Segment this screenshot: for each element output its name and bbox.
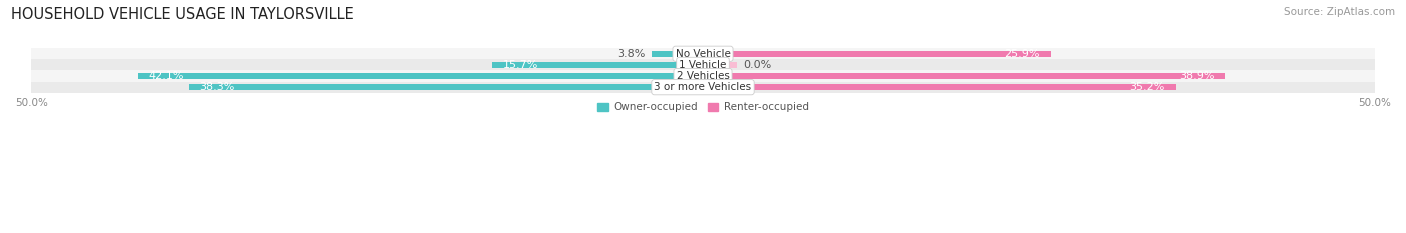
Bar [188,84,703,90]
Text: 3 or more Vehicles: 3 or more Vehicles [654,82,752,92]
Bar [703,73,1226,79]
Bar [652,51,703,57]
Text: 42.1%: 42.1% [148,71,184,81]
Text: 35.2%: 35.2% [1129,82,1166,92]
Text: No Vehicle: No Vehicle [675,49,731,59]
Bar [31,82,1375,93]
Bar [492,62,703,68]
Bar [703,62,737,68]
Bar [138,73,703,79]
Bar [31,70,1375,82]
Text: 38.9%: 38.9% [1180,71,1215,81]
Bar [31,59,1375,70]
Bar [703,84,1175,90]
Text: 25.9%: 25.9% [1005,49,1040,59]
Text: 2 Vehicles: 2 Vehicles [676,71,730,81]
Text: Source: ZipAtlas.com: Source: ZipAtlas.com [1284,7,1395,17]
Text: HOUSEHOLD VEHICLE USAGE IN TAYLORSVILLE: HOUSEHOLD VEHICLE USAGE IN TAYLORSVILLE [11,7,354,22]
Text: 1 Vehicle: 1 Vehicle [679,60,727,70]
Text: 3.8%: 3.8% [617,49,645,59]
Text: 15.7%: 15.7% [503,60,538,70]
Text: 38.3%: 38.3% [200,82,235,92]
Bar [31,48,1375,59]
Bar [703,51,1050,57]
Text: 0.0%: 0.0% [744,60,772,70]
Legend: Owner-occupied, Renter-occupied: Owner-occupied, Renter-occupied [593,98,813,116]
